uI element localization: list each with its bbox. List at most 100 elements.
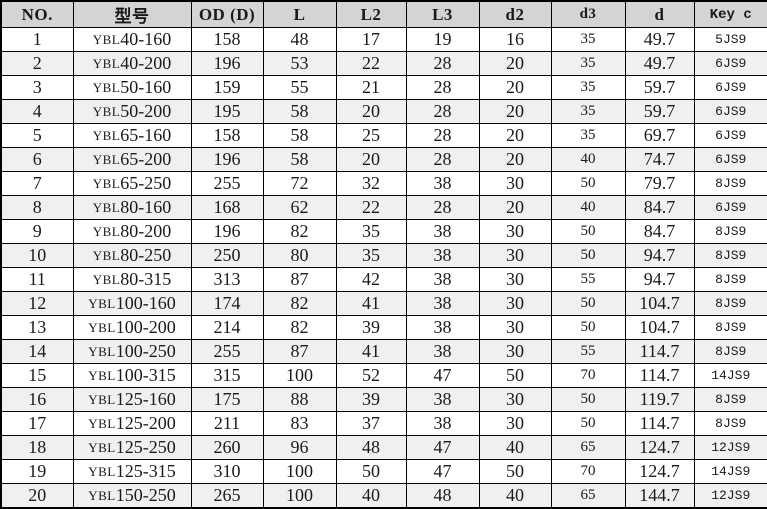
model-prefix: YBL bbox=[88, 464, 116, 480]
cell-d: 84.7 bbox=[624, 195, 695, 221]
cell-model: YBL80-250 bbox=[72, 243, 192, 269]
cell-d2: 30 bbox=[478, 219, 552, 245]
cell-l3: 28 bbox=[405, 123, 480, 149]
cell-no: 2 bbox=[0, 51, 74, 77]
cell-l: 62 bbox=[262, 195, 337, 221]
cell-d2: 16 bbox=[478, 26, 552, 53]
cell-model: YBL125-160 bbox=[72, 387, 192, 413]
cell-model: YBL50-160 bbox=[72, 75, 192, 101]
cell-l: 82 bbox=[262, 219, 337, 245]
model-prefix: YBL bbox=[88, 416, 116, 432]
cell-d3: 50 bbox=[550, 315, 626, 341]
cell-key-c: 6JS9 bbox=[693, 99, 767, 125]
model-suffix: 100-200 bbox=[115, 317, 176, 338]
model-prefix: YBL bbox=[92, 224, 121, 240]
cell-d3: 50 bbox=[550, 219, 626, 245]
cell-l: 82 bbox=[262, 291, 337, 317]
model-suffix: 100-160 bbox=[115, 293, 176, 314]
model-prefix: YBL bbox=[88, 488, 116, 504]
cell-l2: 48 bbox=[335, 435, 407, 461]
cell-l: 48 bbox=[262, 26, 337, 53]
cell-l: 100 bbox=[262, 483, 337, 509]
cell-model: YBL80-160 bbox=[72, 195, 192, 221]
cell-no: 11 bbox=[0, 267, 74, 293]
model-suffix: 65-160 bbox=[120, 125, 172, 146]
cell-key-c: 8JS9 bbox=[693, 291, 767, 317]
column-header-d3: d3 bbox=[550, 0, 626, 28]
cell-l: 80 bbox=[262, 243, 337, 269]
cell-od: 174 bbox=[190, 291, 264, 317]
table-row: 14 YBL100-250 255 87 41 38 30 55 114.7 8JS9 bbox=[0, 339, 767, 365]
cell-d3: 50 bbox=[550, 243, 626, 269]
model-suffix: 80-315 bbox=[120, 269, 172, 290]
cell-model: YBL40-200 bbox=[72, 51, 192, 77]
cell-od: 214 bbox=[190, 315, 264, 341]
cell-l3: 38 bbox=[405, 243, 480, 269]
cell-l3: 38 bbox=[405, 315, 480, 341]
table-row: 1 YBL40-160 158 48 17 19 16 35 49.7 5JS9 bbox=[0, 26, 767, 53]
cell-d: 74.7 bbox=[624, 147, 695, 173]
header-row: NO. 型号 OD (D) L L2 L3 d2 d3 d Key c bbox=[0, 0, 767, 28]
table-body: 1 YBL40-160 158 48 17 19 16 35 49.7 5JS9 2 YBL40-20… bbox=[0, 26, 767, 509]
cell-key-c: 8JS9 bbox=[693, 339, 767, 365]
cell-d: 144.7 bbox=[624, 483, 695, 509]
column-header-d: d bbox=[624, 0, 695, 28]
column-header-od: OD (D) bbox=[190, 0, 264, 28]
cell-key-c: 8JS9 bbox=[693, 315, 767, 341]
cell-d2: 30 bbox=[478, 411, 552, 437]
cell-key-c: 8JS9 bbox=[693, 219, 767, 245]
cell-l: 58 bbox=[262, 123, 337, 149]
table-row: 16 YBL125-160 175 88 39 38 30 50 119.7 8JS9 bbox=[0, 387, 767, 413]
model-suffix: 100-315 bbox=[115, 365, 176, 386]
model-prefix: YBL bbox=[92, 128, 121, 144]
cell-od: 196 bbox=[190, 51, 264, 77]
cell-od: 250 bbox=[190, 243, 264, 269]
cell-d: 114.7 bbox=[624, 363, 695, 389]
cell-d: 94.7 bbox=[624, 243, 695, 269]
cell-od: 196 bbox=[190, 219, 264, 245]
cell-key-c: 6JS9 bbox=[693, 51, 767, 77]
cell-d: 124.7 bbox=[624, 459, 695, 485]
table-row: 9 YBL80-200 196 82 35 38 30 50 84.7 8JS9 bbox=[0, 219, 767, 245]
cell-d2: 20 bbox=[478, 123, 552, 149]
cell-d2: 50 bbox=[478, 363, 552, 389]
cell-no: 19 bbox=[0, 459, 74, 485]
cell-l2: 52 bbox=[335, 363, 407, 389]
cell-l2: 20 bbox=[335, 147, 407, 173]
model-prefix: YBL bbox=[92, 248, 121, 264]
cell-d2: 30 bbox=[478, 339, 552, 365]
column-header-l: L bbox=[262, 0, 337, 28]
cell-d: 49.7 bbox=[624, 51, 695, 77]
cell-model: YBL65-250 bbox=[72, 171, 192, 197]
cell-l2: 25 bbox=[335, 123, 407, 149]
cell-d3: 35 bbox=[550, 51, 626, 77]
cell-d2: 20 bbox=[478, 195, 552, 221]
cell-d2: 20 bbox=[478, 51, 552, 77]
cell-d3: 40 bbox=[550, 147, 626, 173]
model-prefix: YBL bbox=[88, 296, 116, 312]
cell-od: 159 bbox=[190, 75, 264, 101]
cell-d3: 70 bbox=[550, 459, 626, 485]
cell-l3: 38 bbox=[405, 267, 480, 293]
cell-l2: 41 bbox=[335, 291, 407, 317]
cell-model: YBL125-315 bbox=[72, 459, 192, 485]
cell-d3: 50 bbox=[550, 411, 626, 437]
cell-no: 4 bbox=[0, 99, 74, 125]
table-row: 13 YBL100-200 214 82 39 38 30 50 104.7 8JS9 bbox=[0, 315, 767, 341]
model-prefix: YBL bbox=[92, 104, 121, 120]
model-suffix: 40-160 bbox=[120, 29, 172, 49]
cell-d2: 30 bbox=[478, 291, 552, 317]
cell-l3: 28 bbox=[405, 99, 480, 125]
cell-od: 255 bbox=[190, 339, 264, 365]
cell-d: 79.7 bbox=[624, 171, 695, 197]
model-suffix: 80-250 bbox=[120, 245, 172, 266]
cell-no: 8 bbox=[0, 195, 74, 221]
cell-od: 196 bbox=[190, 147, 264, 173]
cell-d: 59.7 bbox=[624, 99, 695, 125]
cell-model: YBL100-250 bbox=[72, 339, 192, 365]
cell-od: 265 bbox=[190, 483, 264, 509]
table-row: 3 YBL50-160 159 55 21 28 20 35 59.7 6JS9 bbox=[0, 75, 767, 101]
cell-no: 7 bbox=[0, 171, 74, 197]
cell-l: 72 bbox=[262, 171, 337, 197]
column-header-d2: d2 bbox=[478, 0, 552, 28]
